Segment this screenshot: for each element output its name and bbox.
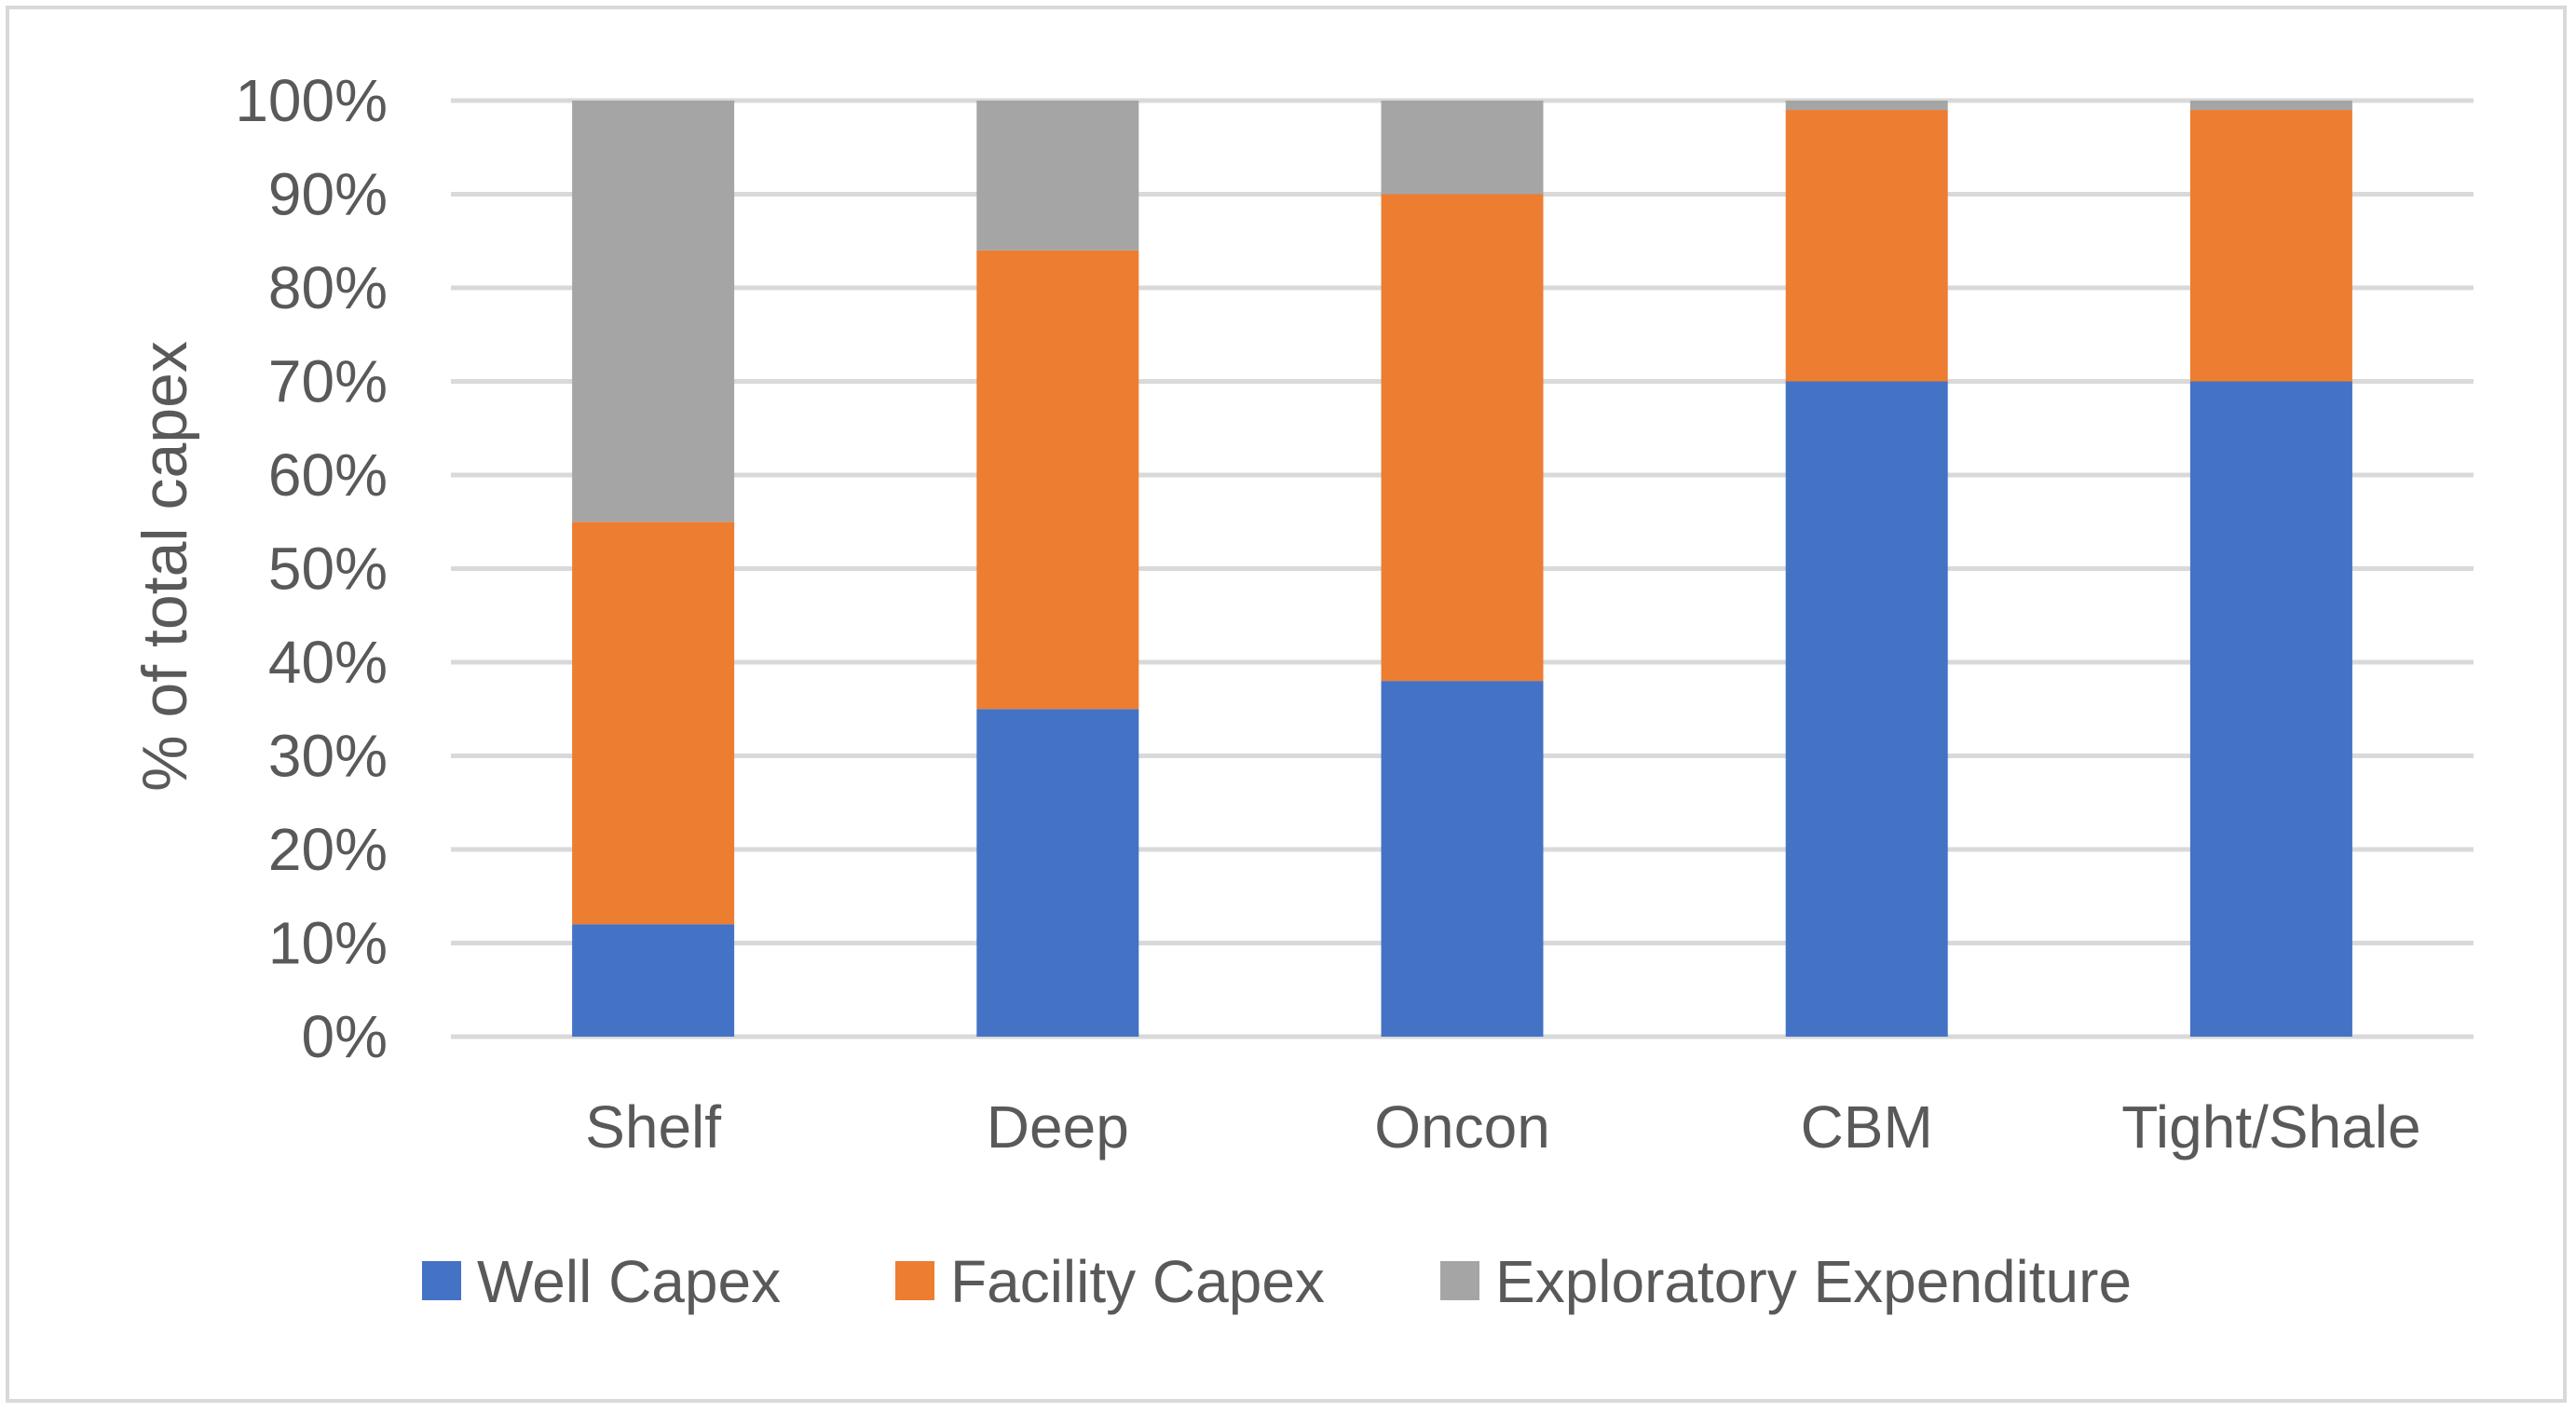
y-axis-title: % of total capex xyxy=(129,341,200,792)
bar-exploratory-expenditure xyxy=(1785,101,1948,111)
bar-facility-capex xyxy=(572,522,735,925)
legend-label: Well Capex xyxy=(477,1248,781,1315)
legend[interactable]: Well Capex Facility Capex Exploratory Expe… xyxy=(422,1248,2132,1315)
bar-well-capex xyxy=(976,709,1139,1037)
bar-facility-capex xyxy=(1785,110,1948,382)
legend-swatch xyxy=(422,1261,461,1300)
bar-well-capex xyxy=(1381,681,1544,1037)
y-tick-label: 80% xyxy=(268,254,388,321)
bar-facility-capex xyxy=(2189,110,2352,382)
bar-facility-capex xyxy=(976,250,1139,710)
legend-item-exploratory-expenditure[interactable]: Exploratory Expenditure xyxy=(1440,1248,2132,1315)
y-tick-label: 100% xyxy=(235,67,388,134)
legend-label: Exploratory Expenditure xyxy=(1495,1248,2132,1315)
bar-exploratory-expenditure xyxy=(1381,101,1544,195)
bar-exploratory-expenditure xyxy=(572,101,735,523)
y-tick-label: 50% xyxy=(268,536,388,603)
bar-stack-tight-shale xyxy=(2189,101,2352,1037)
bar-stack-deep xyxy=(976,101,1139,1037)
x-tick-label: CBM xyxy=(1801,1093,1933,1161)
y-tick-label: 20% xyxy=(268,816,388,883)
y-tick-label: 10% xyxy=(268,910,388,977)
legend-swatch xyxy=(895,1261,934,1300)
bar-exploratory-expenditure xyxy=(2189,101,2352,111)
x-tick-label: Oncon xyxy=(1374,1093,1550,1161)
bar-stack-shelf xyxy=(572,101,735,1037)
y-tick-label: 0% xyxy=(302,1003,388,1070)
y-tick-label: 40% xyxy=(268,629,388,696)
bar-exploratory-expenditure xyxy=(976,101,1139,251)
x-tick-label: Tight/Shale xyxy=(2121,1093,2420,1161)
y-tick-label: 60% xyxy=(268,441,388,509)
bar-well-capex xyxy=(1785,381,1948,1037)
x-tick-label: Shelf xyxy=(585,1093,721,1161)
legend-swatch xyxy=(1440,1261,1479,1300)
y-axis-ticks: 0% 10% 20% 30% 40% 50% 60% 70% 80% 90% 100% xyxy=(235,67,388,1070)
y-tick-label: 90% xyxy=(268,161,388,228)
bar-stack-cbm xyxy=(1785,101,1948,1037)
bar-well-capex xyxy=(2189,381,2352,1037)
bar-well-capex xyxy=(572,924,735,1037)
bar-stack-oncon xyxy=(1381,101,1544,1037)
legend-item-facility-capex[interactable]: Facility Capex xyxy=(895,1248,1325,1315)
bars xyxy=(572,101,2352,1037)
legend-item-well-capex[interactable]: Well Capex xyxy=(422,1248,781,1315)
y-tick-label: 30% xyxy=(268,723,388,790)
x-tick-label: Deep xyxy=(987,1093,1129,1161)
chart-frame xyxy=(6,6,2567,1403)
y-tick-label: 70% xyxy=(268,348,388,415)
legend-label: Facility Capex xyxy=(950,1248,1325,1315)
x-axis-ticks: Shelf Deep Oncon CBM Tight/Shale xyxy=(585,1093,2420,1161)
bar-facility-capex xyxy=(1381,194,1544,682)
